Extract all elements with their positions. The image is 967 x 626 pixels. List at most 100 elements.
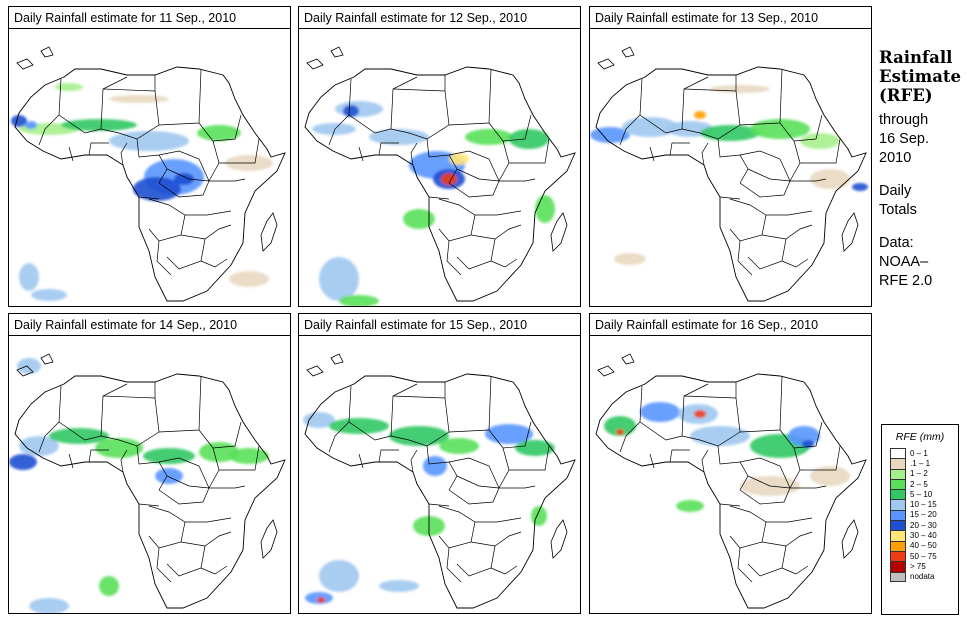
rainfall-patch — [31, 289, 67, 301]
country-border — [739, 68, 783, 126]
country-border — [102, 382, 156, 399]
island-outline — [306, 365, 324, 377]
country-border — [739, 375, 783, 433]
map-canvas — [595, 353, 867, 609]
rainfall-patch — [379, 580, 419, 592]
country-border — [392, 382, 446, 399]
island-outline — [40, 46, 54, 58]
rainfall-patch — [17, 358, 41, 374]
country-border — [156, 240, 172, 276]
legend-label: 2 – 5 — [910, 479, 928, 489]
country-border — [701, 142, 709, 166]
panel-title: Daily Rainfall estimate for 15 Sep., 201… — [299, 314, 580, 336]
country-border — [448, 150, 500, 182]
caption-source-line1: NOAA– — [879, 254, 929, 270]
country-border — [410, 142, 418, 166]
country-border — [470, 531, 522, 547]
country-border — [358, 146, 364, 162]
rainfall-patch — [109, 95, 169, 103]
country-border — [428, 196, 450, 200]
country-border — [619, 128, 627, 146]
coastline — [304, 373, 576, 609]
country-border — [448, 487, 500, 505]
rainfall-patch — [810, 169, 850, 189]
country-border — [198, 421, 242, 449]
country-border — [488, 421, 532, 449]
country-border — [498, 469, 536, 489]
country-border — [212, 138, 260, 164]
legend-item: 5 – 10 — [882, 489, 958, 500]
legend-item: 30 – 40 — [882, 530, 958, 541]
country-border — [669, 449, 690, 463]
island-outline — [621, 353, 635, 365]
country-border — [739, 457, 791, 489]
country-border — [619, 435, 627, 453]
country-border — [747, 238, 787, 270]
country-border — [502, 138, 550, 164]
country-border — [390, 76, 418, 130]
island-outline — [621, 46, 635, 58]
legend-item: 15 – 20 — [882, 509, 958, 521]
country-border — [739, 487, 791, 505]
rainfall-patch — [99, 576, 119, 596]
country-border — [781, 565, 809, 575]
rainfall-patch — [439, 438, 479, 454]
legend-swatch — [890, 499, 906, 510]
country-border — [781, 258, 809, 268]
rainfall-patch — [229, 271, 269, 287]
legend-label: 10 – 15 — [910, 500, 937, 510]
island-outline — [330, 353, 344, 365]
legend-label: nodata — [910, 572, 935, 582]
rainfall-patch — [531, 506, 547, 526]
island-outline — [260, 519, 278, 559]
rainfall-patch — [143, 448, 195, 464]
legend-item: 0 – 1 — [882, 448, 958, 459]
country-border — [158, 375, 202, 433]
rainfall-patch — [802, 440, 814, 448]
country-border — [488, 114, 532, 142]
country-border — [729, 505, 813, 523]
rainfall-patch — [19, 263, 39, 291]
rainfall-patch — [25, 121, 37, 129]
rainfall-fields — [604, 402, 850, 512]
rainfall-patch — [319, 560, 359, 592]
legend-label: 1 – 2 — [910, 469, 928, 479]
country-border — [156, 547, 172, 583]
country-border — [438, 214, 476, 242]
island-outline — [550, 519, 568, 559]
caption-title-line2: Estimate — [879, 67, 962, 86]
country-border — [158, 150, 210, 182]
country-border — [719, 196, 741, 200]
country-border — [378, 142, 399, 156]
rainfall-patch — [700, 125, 760, 141]
country-border — [729, 214, 767, 242]
country-border — [789, 162, 827, 182]
country-border — [649, 146, 655, 162]
legend-label: 20 – 30 — [910, 520, 937, 530]
country-border — [120, 449, 128, 473]
country-border — [502, 445, 550, 471]
country-border — [438, 521, 476, 549]
map-panel-sep12: Daily Rainfall estimate for 12 Sep., 201… — [298, 6, 581, 307]
country-border — [438, 198, 522, 216]
legend-label: 0 – 1 — [910, 448, 928, 458]
country-border — [148, 198, 232, 216]
rainfall-patch — [312, 123, 356, 135]
legend-label: 50 – 75 — [910, 551, 937, 561]
legend-swatch — [890, 571, 906, 582]
caption-daily-line1: Daily — [879, 183, 912, 199]
country-border — [166, 238, 206, 270]
country-border — [88, 142, 109, 156]
rainfall-patch — [339, 295, 379, 306]
side-caption: Rainfall Estimate (RFE) through 16 Sep. … — [879, 48, 964, 291]
country-border — [456, 238, 496, 270]
legend-swatch — [890, 561, 906, 572]
rainfall-patch — [710, 85, 770, 93]
country-border — [166, 545, 206, 577]
country-border — [200, 258, 228, 268]
rainfall-patch — [133, 177, 181, 201]
africa-rainfall-map — [590, 336, 871, 613]
rainfall-patch — [465, 129, 513, 145]
country-border — [68, 453, 74, 469]
island-outline — [841, 519, 859, 559]
